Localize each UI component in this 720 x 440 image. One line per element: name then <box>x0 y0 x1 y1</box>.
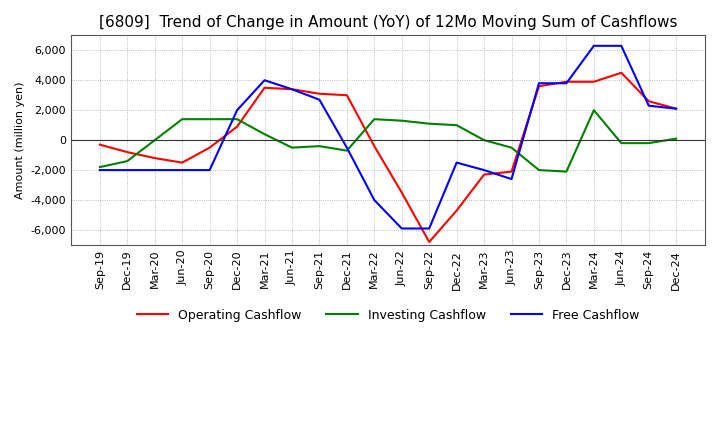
Operating Cashflow <box>123 150 132 155</box>
Investing Cashflow <box>178 117 186 122</box>
Legend: Operating Cashflow, Investing Cashflow, Free Cashflow: Operating Cashflow, Investing Cashflow, … <box>132 304 644 327</box>
Operating Cashflow <box>260 85 269 90</box>
Title: [6809]  Trend of Change in Amount (YoY) of 12Mo Moving Sum of Cashflows: [6809] Trend of Change in Amount (YoY) o… <box>99 15 678 30</box>
Free Cashflow <box>425 226 433 231</box>
Free Cashflow <box>617 43 626 48</box>
Operating Cashflow <box>644 99 653 104</box>
Free Cashflow <box>233 107 241 113</box>
Free Cashflow <box>507 176 516 182</box>
Investing Cashflow <box>425 121 433 126</box>
Operating Cashflow <box>178 160 186 165</box>
Free Cashflow <box>205 168 214 173</box>
Operating Cashflow <box>233 124 241 129</box>
Operating Cashflow <box>370 143 379 149</box>
Operating Cashflow <box>315 91 324 96</box>
Investing Cashflow <box>452 122 461 128</box>
Investing Cashflow <box>480 138 488 143</box>
Operating Cashflow <box>425 239 433 245</box>
Investing Cashflow <box>96 165 104 170</box>
Investing Cashflow <box>397 118 406 123</box>
Free Cashflow <box>370 198 379 203</box>
Free Cashflow <box>260 77 269 83</box>
Free Cashflow <box>535 81 544 86</box>
Free Cashflow <box>150 168 159 173</box>
Operating Cashflow <box>288 87 297 92</box>
Free Cashflow <box>288 87 297 92</box>
Investing Cashflow <box>123 158 132 164</box>
Investing Cashflow <box>205 117 214 122</box>
Investing Cashflow <box>644 140 653 146</box>
Investing Cashflow <box>535 168 544 173</box>
Operating Cashflow <box>205 145 214 150</box>
Investing Cashflow <box>150 138 159 143</box>
Operating Cashflow <box>150 155 159 161</box>
Free Cashflow <box>480 168 488 173</box>
Investing Cashflow <box>617 140 626 146</box>
Operating Cashflow <box>590 79 598 84</box>
Operating Cashflow <box>617 70 626 75</box>
Investing Cashflow <box>590 107 598 113</box>
Operating Cashflow <box>343 92 351 98</box>
Y-axis label: Amount (million yen): Amount (million yen) <box>15 81 25 199</box>
Line: Operating Cashflow: Operating Cashflow <box>100 73 676 242</box>
Free Cashflow <box>123 168 132 173</box>
Operating Cashflow <box>397 190 406 195</box>
Investing Cashflow <box>507 145 516 150</box>
Line: Investing Cashflow: Investing Cashflow <box>100 110 676 172</box>
Free Cashflow <box>452 160 461 165</box>
Free Cashflow <box>96 168 104 173</box>
Operating Cashflow <box>562 79 571 84</box>
Investing Cashflow <box>343 148 351 153</box>
Free Cashflow <box>672 106 680 111</box>
Investing Cashflow <box>370 117 379 122</box>
Operating Cashflow <box>96 142 104 147</box>
Operating Cashflow <box>480 172 488 177</box>
Investing Cashflow <box>288 145 297 150</box>
Operating Cashflow <box>452 208 461 213</box>
Free Cashflow <box>644 103 653 108</box>
Free Cashflow <box>178 168 186 173</box>
Investing Cashflow <box>260 132 269 137</box>
Investing Cashflow <box>672 136 680 141</box>
Operating Cashflow <box>672 106 680 111</box>
Free Cashflow <box>343 145 351 150</box>
Operating Cashflow <box>507 169 516 174</box>
Investing Cashflow <box>315 143 324 149</box>
Operating Cashflow <box>535 84 544 89</box>
Investing Cashflow <box>562 169 571 174</box>
Free Cashflow <box>397 226 406 231</box>
Line: Free Cashflow: Free Cashflow <box>100 46 676 228</box>
Free Cashflow <box>562 81 571 86</box>
Free Cashflow <box>315 97 324 103</box>
Investing Cashflow <box>233 117 241 122</box>
Free Cashflow <box>590 43 598 48</box>
